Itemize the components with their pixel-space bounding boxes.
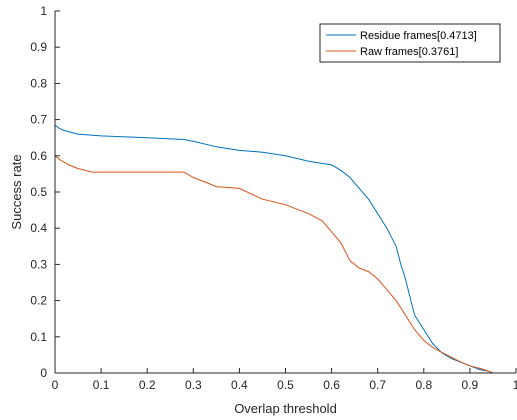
y-tick-label: 0.9 [30, 40, 47, 54]
legend-box [319, 23, 501, 63]
x-tick-label: 0.4 [231, 378, 248, 392]
axes-background [55, 11, 516, 373]
x-tick-label: 0.1 [93, 378, 110, 392]
x-axis-label: Overlap threshold [234, 401, 337, 416]
x-tick-label: 0.7 [369, 378, 386, 392]
series-line-0 [54, 11, 516, 374]
y-tick-label: 1 [40, 4, 47, 18]
y-tick-label: 0.4 [30, 221, 47, 235]
x-tick-label: 0.2 [139, 378, 156, 392]
x-tick-label: 0.6 [323, 378, 340, 392]
y-tick-label: 0.5 [30, 185, 47, 199]
y-tick-label: 0 [40, 366, 47, 380]
y-tick-label: 0.7 [30, 113, 47, 127]
x-tick-label: 0.5 [277, 378, 294, 392]
x-tick-label: 1 [513, 378, 517, 392]
plot-area [55, 11, 516, 373]
x-tick-label: 0.3 [185, 378, 202, 392]
y-tick-label: 0.2 [30, 294, 47, 308]
legend: Residue frames[0.4713] Raw frames[0.3761] [319, 23, 501, 63]
x-axis: 0 0.1 0.2 0.3 0.4 0.5 0.6 0.7 0.8 0.9 1 [52, 368, 517, 392]
x-tick-label: 0.8 [415, 378, 432, 392]
legend-label-1: Raw frames[0.3761] [360, 46, 458, 58]
y-tick-label: 0.6 [30, 149, 47, 163]
series-line-1 [54, 11, 516, 374]
y-axis: 0 0.1 0.2 0.3 0.4 0.5 0.6 0.7 0.8 0.9 1 [30, 4, 60, 380]
series-layer [54, 11, 516, 374]
y-axis-label: Success rate [9, 154, 24, 229]
y-tick-label: 0.3 [30, 257, 47, 271]
legend-label-0: Residue frames[0.4713] [360, 30, 477, 42]
x-tick-label: 0 [52, 378, 59, 392]
y-tick-label: 0.8 [30, 76, 47, 90]
y-tick-label: 0.1 [30, 330, 47, 344]
x-tick-label: 0.9 [462, 378, 479, 392]
